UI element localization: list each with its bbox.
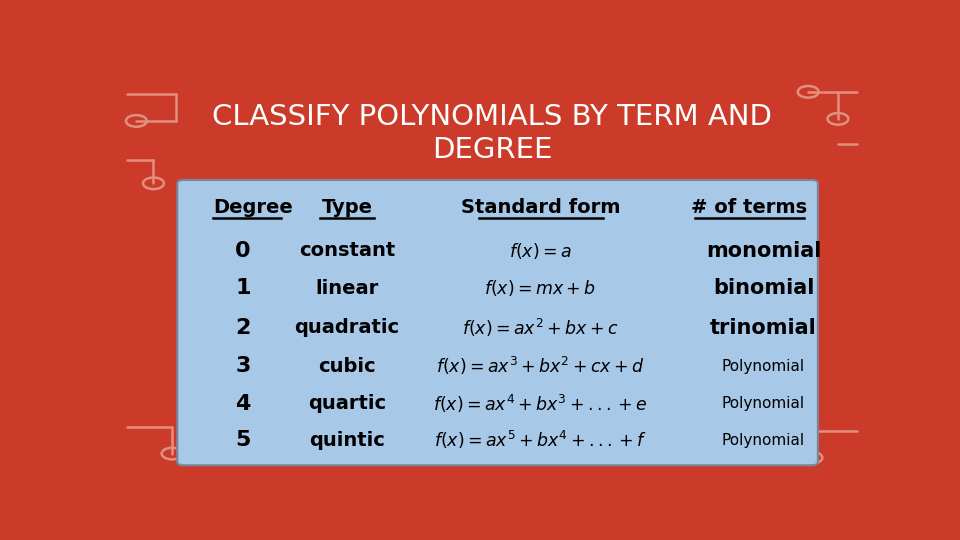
Text: Standard form: Standard form — [461, 198, 620, 217]
Text: trinomial: trinomial — [710, 318, 817, 338]
Text: 1: 1 — [235, 278, 251, 298]
Text: linear: linear — [315, 279, 378, 298]
Text: Polynomial: Polynomial — [722, 396, 805, 411]
Text: # of terms: # of terms — [690, 198, 806, 217]
Text: Type: Type — [322, 198, 372, 217]
Text: quintic: quintic — [309, 431, 385, 450]
Text: CLASSIFY POLYNOMIALS BY TERM AND: CLASSIFY POLYNOMIALS BY TERM AND — [212, 103, 772, 131]
Text: binomial: binomial — [713, 278, 814, 298]
Text: quartic: quartic — [308, 394, 386, 413]
Text: 4: 4 — [235, 394, 251, 414]
Text: $f(x)=ax^5+bx^4+...+f$: $f(x)=ax^5+bx^4+...+f$ — [434, 429, 647, 451]
Text: $f(x)=a$: $f(x)=a$ — [509, 241, 572, 261]
Text: $f(x)=ax^3+bx^2+cx+d$: $f(x)=ax^3+bx^2+cx+d$ — [436, 355, 645, 377]
Text: 0: 0 — [235, 241, 251, 261]
Text: 2: 2 — [235, 318, 251, 338]
Text: Polynomial: Polynomial — [722, 433, 805, 448]
Text: Polynomial: Polynomial — [722, 359, 805, 374]
Text: constant: constant — [299, 241, 396, 260]
Text: DEGREE: DEGREE — [432, 136, 552, 164]
Text: $f(x)=ax^4+bx^3+...+e$: $f(x)=ax^4+bx^3+...+e$ — [433, 393, 647, 415]
Text: 5: 5 — [235, 430, 251, 450]
Text: cubic: cubic — [318, 357, 375, 376]
Text: monomial: monomial — [706, 241, 821, 261]
Text: quadratic: quadratic — [295, 318, 399, 337]
Text: 3: 3 — [235, 356, 251, 376]
Text: Degree: Degree — [213, 198, 293, 217]
Text: $f(x)=mx+b$: $f(x)=mx+b$ — [485, 278, 596, 298]
Text: $f(x)=ax^2+bx+c$: $f(x)=ax^2+bx+c$ — [462, 316, 618, 339]
FancyBboxPatch shape — [178, 180, 818, 465]
